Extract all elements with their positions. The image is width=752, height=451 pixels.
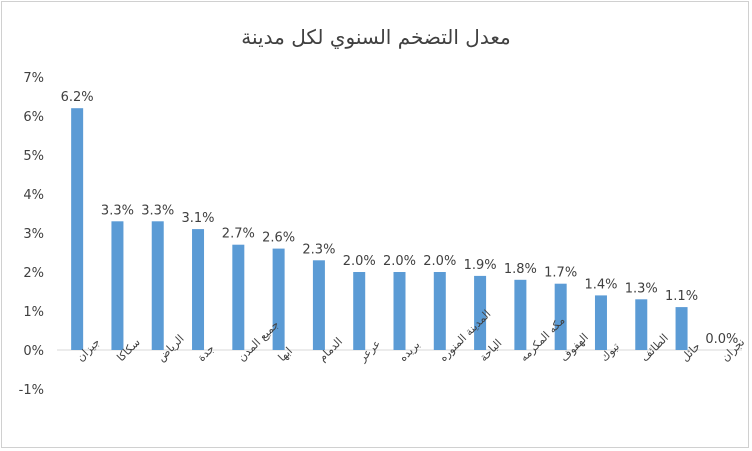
y-tick-label: 5% bbox=[23, 149, 44, 164]
y-tick-label: 7% bbox=[23, 71, 44, 86]
bar bbox=[312, 260, 325, 350]
y-tick-label: 4% bbox=[23, 188, 44, 203]
data-label: 1.8% bbox=[504, 262, 537, 277]
bar bbox=[151, 221, 164, 350]
data-labels: 6.2% 3.3% 3.3% 3.1% 2.7% 2.6% 2.3% 2.0% 2.0% 2.0%… bbox=[61, 90, 739, 347]
bar bbox=[71, 108, 84, 350]
data-label: 1.4% bbox=[584, 277, 617, 292]
bar bbox=[111, 221, 124, 350]
y-tick-label: -1% bbox=[19, 383, 44, 398]
bar bbox=[474, 275, 487, 350]
data-label: 2.0% bbox=[343, 254, 376, 269]
data-label: 3.3% bbox=[141, 203, 174, 218]
data-label: 2.0% bbox=[383, 254, 416, 269]
y-tick-label: 2% bbox=[23, 266, 44, 281]
data-label: 2.3% bbox=[302, 242, 335, 257]
bar bbox=[272, 248, 285, 350]
data-label: 3.3% bbox=[101, 203, 134, 218]
bar bbox=[393, 272, 406, 350]
data-label: 3.1% bbox=[182, 211, 215, 226]
data-label: 1.9% bbox=[464, 258, 497, 273]
data-label: 1.1% bbox=[665, 289, 698, 304]
bar bbox=[635, 299, 648, 350]
bar bbox=[232, 244, 245, 350]
data-label: 2.6% bbox=[262, 231, 295, 246]
bar bbox=[675, 307, 688, 350]
bar bbox=[594, 295, 607, 350]
data-label: 2.0% bbox=[423, 254, 456, 269]
bar bbox=[353, 272, 366, 350]
y-tick-label: 6% bbox=[23, 110, 44, 125]
data-label: 6.2% bbox=[61, 90, 94, 105]
data-label: 1.7% bbox=[544, 266, 577, 281]
data-label: 1.3% bbox=[625, 281, 658, 296]
y-tick-label: 0% bbox=[23, 344, 44, 359]
y-tick-label: 3% bbox=[23, 227, 44, 242]
data-label: 0.0% bbox=[705, 332, 738, 347]
bars bbox=[71, 108, 688, 350]
chart-title: معدل التضخم السنوي لكل مدينة bbox=[241, 25, 510, 50]
bar bbox=[514, 279, 527, 350]
y-axis: -1% 0% 1% 2% 3% 4% 5% 6% 7% bbox=[19, 71, 742, 398]
data-label: 2.7% bbox=[222, 227, 255, 242]
bar bbox=[554, 283, 567, 350]
y-tick-label: 1% bbox=[23, 305, 44, 320]
bar bbox=[192, 229, 205, 350]
bar bbox=[433, 272, 446, 350]
